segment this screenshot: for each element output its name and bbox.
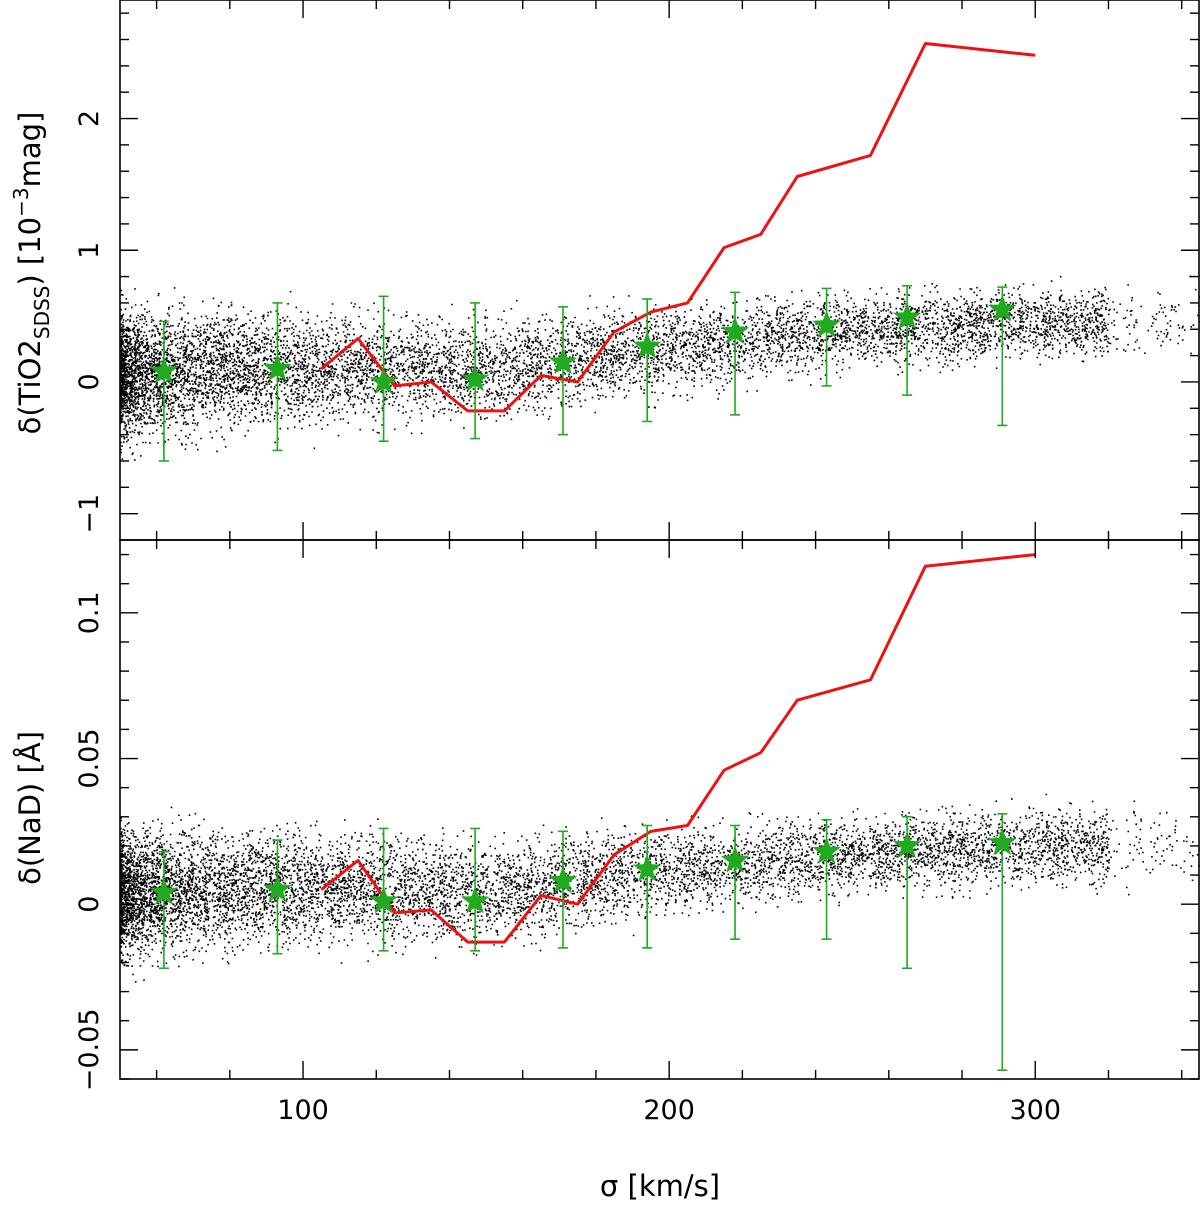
bottom-y-axis-label: δ(NaD) [Å] xyxy=(13,731,47,885)
top-star-point xyxy=(263,302,292,452)
bottom-scatter-points xyxy=(120,793,1200,983)
x-tick-label: 300 xyxy=(1009,1095,1061,1126)
top-star-marker xyxy=(720,316,750,344)
bottom-axes: 100 200 300 −0.05 0 0.05 0.1 xyxy=(74,539,1200,1126)
top-star-point xyxy=(988,286,1017,427)
bottom-y-tick-label: 0.1 xyxy=(74,591,105,634)
top-star-marker xyxy=(988,294,1017,322)
bottom-point-cloud xyxy=(120,793,1200,983)
top-star-marker xyxy=(632,331,662,359)
bottom-star-marker xyxy=(460,886,490,914)
bottom-y-tick-label: 0.05 xyxy=(74,728,105,788)
bottom-binned-stars xyxy=(149,813,1017,1072)
top-model-curve xyxy=(320,42,1036,413)
top-star-marker xyxy=(149,356,179,384)
bottom-star-point xyxy=(548,830,578,949)
bottom-star-point xyxy=(812,818,841,940)
top-star-point xyxy=(632,298,662,423)
bottom-star-point xyxy=(632,824,662,949)
bottom-star-point xyxy=(460,827,490,952)
bottom-star-marker xyxy=(632,854,662,882)
top-star-point xyxy=(892,285,922,396)
bottom-y-tick-label: 0 xyxy=(74,896,105,913)
bottom-star-marker xyxy=(369,886,398,914)
top-y-tick-label: 2 xyxy=(74,110,105,127)
top-star-marker xyxy=(548,347,578,375)
top-axes: −1 0 1 2 xyxy=(74,0,1200,541)
top-frame xyxy=(119,0,1200,541)
bottom-star-point xyxy=(149,850,179,970)
top-y-tick-label: −1 xyxy=(74,494,105,534)
bottom-model-line xyxy=(320,553,1036,944)
top-star-marker xyxy=(369,367,398,395)
top-model-line xyxy=(320,42,1036,413)
top-star-point xyxy=(149,320,179,462)
top-star-point xyxy=(812,287,841,387)
bottom-star-point xyxy=(892,815,922,970)
x-tick-label: 200 xyxy=(643,1095,695,1126)
top-scatter-points xyxy=(120,275,1200,461)
bottom-star-marker xyxy=(892,830,922,859)
top-star-marker xyxy=(460,364,490,392)
top-star-point xyxy=(460,302,490,440)
x-tick-label: 100 xyxy=(277,1095,329,1126)
bottom-star-marker xyxy=(720,845,750,873)
bottom-star-marker xyxy=(263,874,292,902)
bottom-model-curve xyxy=(320,553,1036,944)
bottom-star-marker xyxy=(149,877,179,905)
top-star-marker xyxy=(263,353,292,381)
top-y-axis-label: δ(TiO2SDSS) [10−3mag] xyxy=(9,112,54,435)
top-star-point xyxy=(548,306,578,436)
top-star-marker xyxy=(812,310,841,338)
bottom-y-tick-label: −0.05 xyxy=(74,1008,105,1091)
bottom-star-marker xyxy=(988,828,1017,856)
top-y-tick-label: 1 xyxy=(74,242,105,259)
bottom-star-point xyxy=(263,839,292,955)
bottom-star-point xyxy=(988,813,1017,1072)
top-point-cloud xyxy=(120,275,1200,461)
bottom-star-point xyxy=(720,824,750,940)
bottom-panel: 100 200 300 −0.05 0 0.05 0.1 δ(NaD) [Å] σ [km/… xyxy=(13,539,1200,1203)
bottom-frame xyxy=(119,539,1200,1080)
top-star-point xyxy=(720,291,750,416)
top-y-tick-label: 0 xyxy=(74,373,105,390)
top-binned-stars xyxy=(149,285,1017,462)
bottom-star-point xyxy=(369,827,398,952)
top-star-marker xyxy=(892,302,922,330)
top-panel: −1 0 1 2 δ(TiO2SDSS) [10−3mag] xyxy=(9,0,1200,541)
top-star-point xyxy=(369,295,398,443)
bottom-star-marker xyxy=(812,836,841,864)
x-axis-label: σ [km/s] xyxy=(600,1169,720,1203)
bottom-star-marker xyxy=(548,865,578,893)
